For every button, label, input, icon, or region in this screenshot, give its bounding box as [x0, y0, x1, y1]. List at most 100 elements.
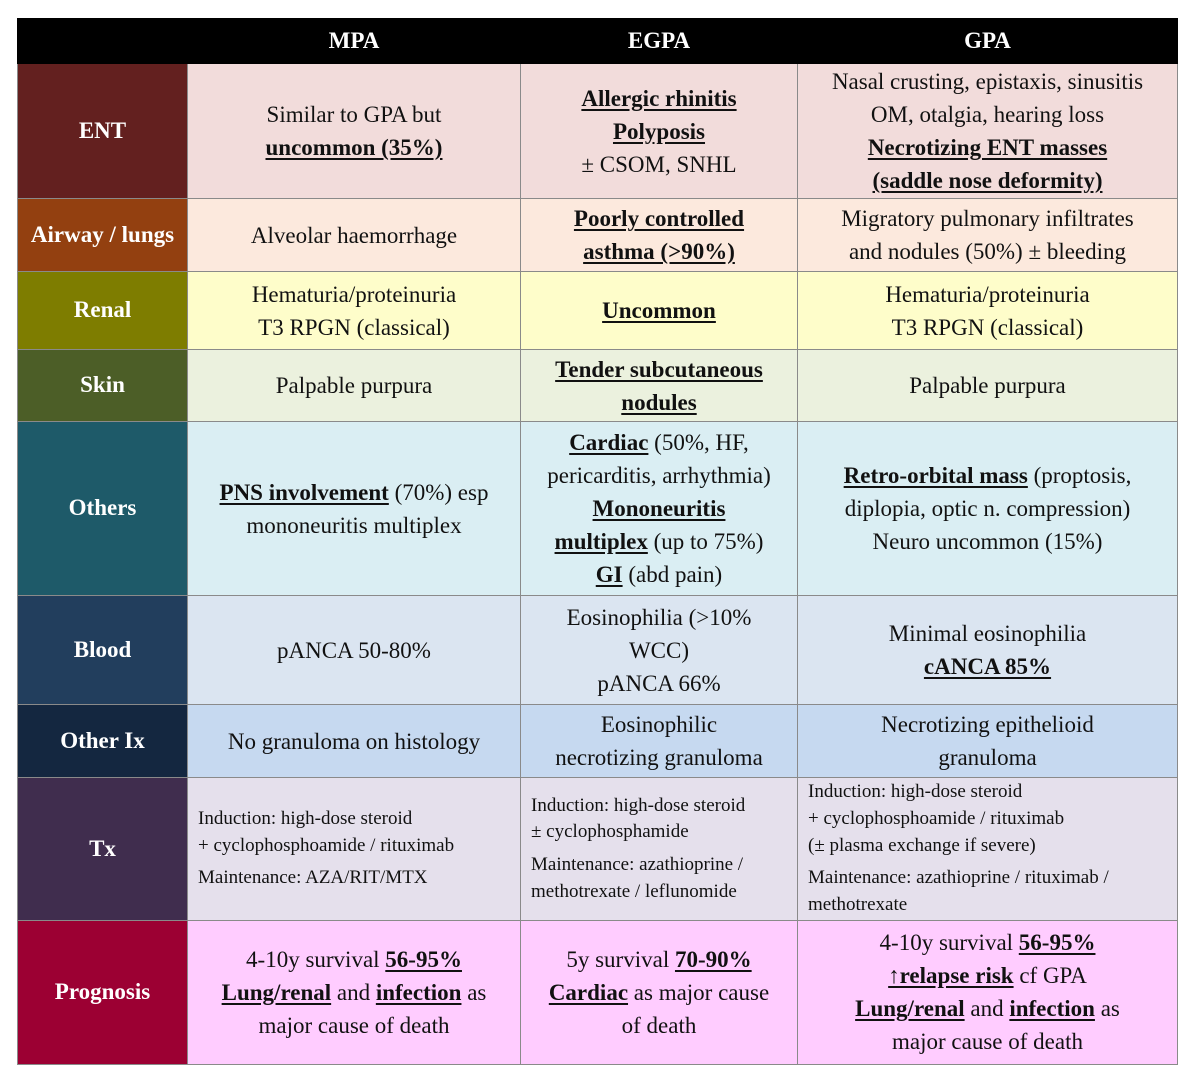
text-line: No granuloma on histology	[227, 728, 481, 754]
row-label-prognosis: Prognosis	[17, 919, 188, 1065]
cell-skin-mpa: Palpable purpura	[187, 349, 521, 423]
text-line: granuloma	[938, 745, 1037, 771]
vasculitis-comparison-table: MPA EGPA GPA ENT Similar to GPA but unco…	[17, 18, 1178, 1065]
text-run: (up to 75%)	[647, 529, 764, 555]
text-line: Lung/renal and infection as	[804, 993, 1171, 1024]
cell-skin-egpa: Tender subcutaneous nodules	[520, 349, 798, 423]
text-line: OM, otalgia, hearing loss	[870, 102, 1105, 128]
text-line: PNS involvement (70%) esp	[194, 477, 514, 508]
text-line: Hematuria/proteinuria	[251, 281, 457, 307]
emphasis-text: uncommon (35%)	[265, 135, 443, 161]
emphasis-text: infection	[1009, 996, 1095, 1022]
text-run: (50%, HF,	[648, 430, 749, 456]
row-label-airway: Airway / lungs	[17, 198, 188, 273]
text-run: as major cause	[628, 979, 770, 1005]
text-line: Minimal eosinophilia	[888, 621, 1087, 647]
text-line: ± cyclophosphamide	[531, 821, 689, 843]
emphasis-text: Uncommon	[602, 298, 716, 324]
cell-others-mpa: PNS involvement (70%) esp mononeuritis m…	[187, 421, 521, 597]
cell-tx-egpa: Induction: high-dose steroid ± cyclophos…	[520, 777, 798, 921]
header-mpa: MPA	[187, 18, 521, 64]
text-run: (70%) esp	[388, 479, 489, 505]
text-line: Neuro uncommon (15%)	[872, 529, 1103, 555]
emphasis-text: (saddle nose deformity)	[872, 168, 1103, 194]
emphasis-text: infection	[375, 979, 462, 1005]
emphasis-text: Polyposis	[612, 118, 706, 144]
text-line: WCC)	[628, 637, 690, 663]
cell-tx-mpa: Induction: high-dose steroid + cyclophos…	[187, 777, 521, 921]
row-others: Others PNS involvement (70%) esp mononeu…	[17, 421, 1178, 597]
text-line: methotrexate	[808, 893, 908, 915]
emphasis-text: Necrotizing ENT masses	[867, 135, 1108, 161]
text-line: and nodules (50%) ± bleeding	[848, 239, 1127, 265]
emphasis-text: cANCA 85%	[923, 654, 1052, 680]
text-line: major cause of death	[892, 1029, 1083, 1055]
emphasis-text: GI	[595, 562, 623, 588]
cell-blood-gpa: Minimal eosinophilia cANCA 85%	[797, 595, 1178, 706]
text-line: Palpable purpura	[275, 373, 433, 399]
text-line: methotrexate / leflunomide	[531, 880, 737, 902]
cell-skin-gpa: Palpable purpura	[797, 349, 1178, 423]
text-line: Lung/renal and infection as	[194, 977, 514, 1008]
cell-ent-mpa: Similar to GPA but uncommon (35%)	[187, 62, 521, 200]
row-other-ix: Other Ix No granuloma on histology Eosin…	[17, 704, 1178, 779]
emphasis-text: Poorly controlled	[573, 206, 745, 232]
emphasis-text: 70-90%	[674, 946, 752, 972]
text-line: Maintenance: azathioprine / rituximab /	[808, 867, 1109, 889]
row-tx: Tx Induction: high-dose steroid + cyclop…	[17, 777, 1178, 921]
emphasis-text: Cardiac	[569, 430, 649, 456]
text-line: pericarditis, arrhythmia)	[547, 463, 771, 489]
row-label-tx: Tx	[17, 777, 188, 921]
emphasis-text: Retro-orbital mass	[843, 463, 1028, 489]
text-line: (± plasma exchange if severe)	[808, 834, 1036, 856]
cell-airway-egpa: Poorly controlled asthma (>90%)	[520, 198, 798, 273]
text-run: (proptosis,	[1027, 463, 1132, 489]
emphasis-text: Tender subcutaneous	[555, 356, 763, 382]
emphasis-text: multiplex	[554, 529, 648, 555]
cell-blood-egpa: Eosinophilia (>10% WCC) pANCA 66%	[520, 595, 798, 706]
cell-renal-mpa: Hematuria/proteinuria T3 RPGN (classical…	[187, 271, 521, 351]
row-label-others: Others	[17, 421, 188, 597]
text-line: Induction: high-dose steroid	[808, 781, 1023, 803]
text-line: Palpable purpura	[909, 373, 1066, 399]
text-line: ± CSOM, SNHL	[581, 151, 737, 177]
header-egpa: EGPA	[520, 18, 798, 64]
text-line: major cause of death	[258, 1012, 450, 1038]
text-line: Nasal crusting, epistaxis, sinusitis	[831, 69, 1144, 94]
emphasis-text: 56-95%	[1018, 930, 1096, 956]
cell-renal-gpa: Hematuria/proteinuria T3 RPGN (classical…	[797, 271, 1178, 351]
text-run: and	[331, 979, 376, 1005]
text-line: + cyclophosphoamide / rituximab	[198, 834, 455, 856]
cell-prognosis-mpa: 4-10y survival 56-95% Lung/renal and inf…	[187, 919, 521, 1065]
row-label-line: lungs	[121, 221, 175, 247]
text-line: Induction: high-dose steroid	[531, 794, 746, 816]
text-line: Similar to GPA but	[266, 102, 442, 128]
cell-airway-gpa: Migratory pulmonary infiltrates and nodu…	[797, 198, 1178, 273]
row-label-renal: Renal	[17, 271, 188, 351]
cell-otherix-egpa: Eosinophilic necrotizing granuloma	[520, 704, 798, 779]
cell-ent-gpa: Nasal crusting, epistaxis, sinusitis OM,…	[797, 62, 1178, 200]
row-blood: Blood pANCA 50-80% Eosinophilia (>10% WC…	[17, 595, 1178, 706]
text-line: + cyclophosphoamide / rituximab	[808, 807, 1065, 829]
text-line: 4-10y survival 56-95%	[804, 927, 1171, 958]
emphasis-text: Cardiac	[548, 979, 629, 1005]
text-line: Maintenance: azathioprine /	[531, 853, 744, 875]
row-ent: ENT Similar to GPA but uncommon (35%) Al…	[17, 62, 1178, 200]
cell-airway-mpa: Alveolar haemorrhage	[187, 198, 521, 273]
row-airway: Airway / lungs Alveolar haemorrhage Poor…	[17, 198, 1178, 273]
cell-tx-gpa: Induction: high-dose steroid + cyclophos…	[797, 777, 1178, 921]
text-line: of death	[621, 1012, 697, 1038]
text-line: GI (abd pain)	[527, 559, 791, 590]
row-prognosis: Prognosis 4-10y survival 56-95% Lung/ren…	[17, 919, 1178, 1065]
emphasis-text: nodules	[621, 389, 697, 415]
text-line: 4-10y survival 56-95%	[194, 944, 514, 975]
cell-prognosis-gpa: 4-10y survival 56-95% ↑relapse risk cf G…	[797, 919, 1178, 1065]
emphasis-text: Lung/renal	[855, 996, 965, 1022]
cell-blood-mpa: pANCA 50-80%	[187, 595, 521, 706]
cell-others-egpa: Cardiac (50%, HF, pericarditis, arrhythm…	[520, 421, 798, 597]
text-line: ↑relapse risk cf GPA	[804, 960, 1171, 991]
text-line: Retro-orbital mass (proptosis,	[804, 460, 1171, 491]
text-line: necrotizing granuloma	[555, 745, 763, 771]
row-skin: Skin Palpable purpura Tender subcutaneou…	[17, 349, 1178, 423]
text-line: Cardiac (50%, HF,	[527, 427, 791, 458]
